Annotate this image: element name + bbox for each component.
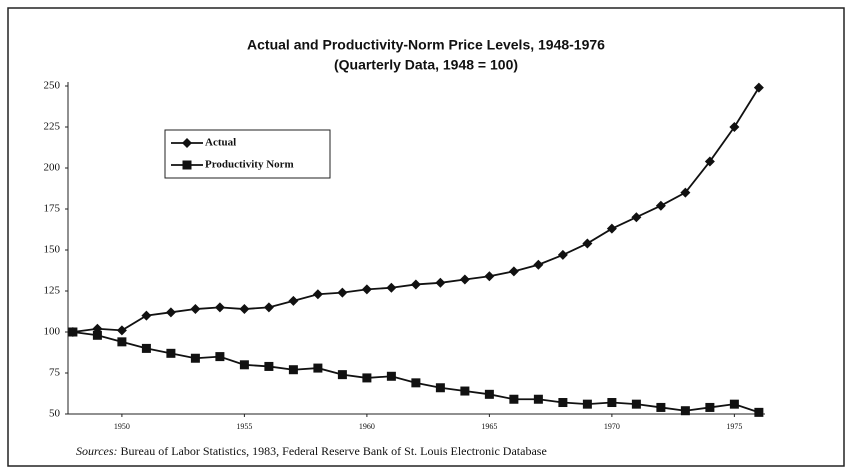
x-tick-label: 1975 [726, 422, 742, 431]
marker [484, 389, 494, 399]
marker [484, 271, 495, 282]
marker [631, 212, 642, 223]
marker [582, 399, 592, 409]
marker [239, 304, 250, 315]
marker [606, 223, 617, 234]
marker [214, 302, 225, 313]
marker [680, 187, 691, 198]
marker [754, 407, 764, 417]
marker [410, 279, 421, 290]
marker [68, 327, 78, 337]
x-tick-label: 1950 [114, 422, 130, 431]
marker [141, 343, 151, 353]
marker [729, 122, 740, 132]
legend: Actual Productivity Norm [164, 129, 331, 179]
marker [215, 352, 225, 362]
marker [508, 266, 519, 277]
marker [680, 406, 690, 416]
source: Sources: Bureau of Labor Statistics, 198… [76, 444, 547, 458]
x-tick-label: 1960 [359, 422, 375, 431]
marker [656, 402, 666, 412]
marker [631, 399, 641, 409]
marker [435, 277, 446, 288]
y-tick-label: 250 [44, 80, 61, 92]
marker [288, 295, 299, 306]
marker [361, 284, 372, 295]
marker [607, 398, 617, 408]
marker [117, 337, 127, 347]
chart-subtitle: (Quarterly Data, 1948 = 100) [334, 57, 518, 73]
marker [288, 365, 298, 375]
x-tick-label: 1965 [481, 422, 497, 431]
y-tick-label: 100 [44, 326, 61, 338]
marker [92, 330, 102, 340]
series-line [72, 87, 760, 333]
marker [141, 310, 152, 321]
marker [705, 402, 715, 412]
marker [190, 304, 201, 315]
legend-box [164, 129, 331, 179]
frame [7, 7, 845, 467]
y-tick-label: 200 [44, 162, 61, 174]
y-tick-label: 125 [44, 285, 61, 297]
marker [509, 394, 519, 404]
y-tick-label: 50 [49, 408, 61, 420]
marker [557, 249, 568, 260]
marker [704, 156, 715, 167]
legend-label: Actual [205, 137, 236, 149]
marker [337, 287, 348, 298]
marker [386, 282, 397, 293]
marker [239, 360, 249, 370]
marker [263, 302, 274, 313]
x-tick-label: 1955 [236, 422, 252, 431]
marker [182, 160, 192, 170]
marker [459, 274, 470, 285]
y-tick-label: 175 [44, 203, 61, 215]
source-label: Sources: [76, 444, 118, 458]
y-tick-label: 75 [49, 367, 61, 379]
y-tick-label: 225 [44, 121, 61, 133]
marker [386, 371, 396, 381]
marker [165, 307, 176, 318]
marker [655, 200, 666, 211]
marker [116, 325, 127, 336]
marker [753, 82, 764, 93]
marker [460, 386, 470, 396]
marker [190, 353, 200, 363]
marker [312, 289, 323, 300]
marker [729, 399, 739, 409]
marker [411, 378, 421, 388]
marker [533, 394, 543, 404]
source-text: Bureau of Labor Statistics, 1983, Federa… [121, 444, 547, 458]
marker [264, 361, 274, 371]
marker [435, 383, 445, 393]
x-tick-label: 1970 [604, 422, 620, 431]
marker [182, 138, 192, 148]
legend-label: Productivity Norm [205, 159, 294, 171]
marker [582, 238, 593, 249]
marker [558, 398, 568, 408]
series-line [72, 331, 760, 414]
marker [313, 363, 323, 373]
y-tick-label: 150 [44, 244, 61, 256]
chart-title: Actual and Productivity-Norm Price Level… [247, 37, 605, 53]
marker [337, 370, 347, 380]
marker [533, 259, 544, 270]
marker [362, 373, 372, 383]
marker [166, 348, 176, 358]
